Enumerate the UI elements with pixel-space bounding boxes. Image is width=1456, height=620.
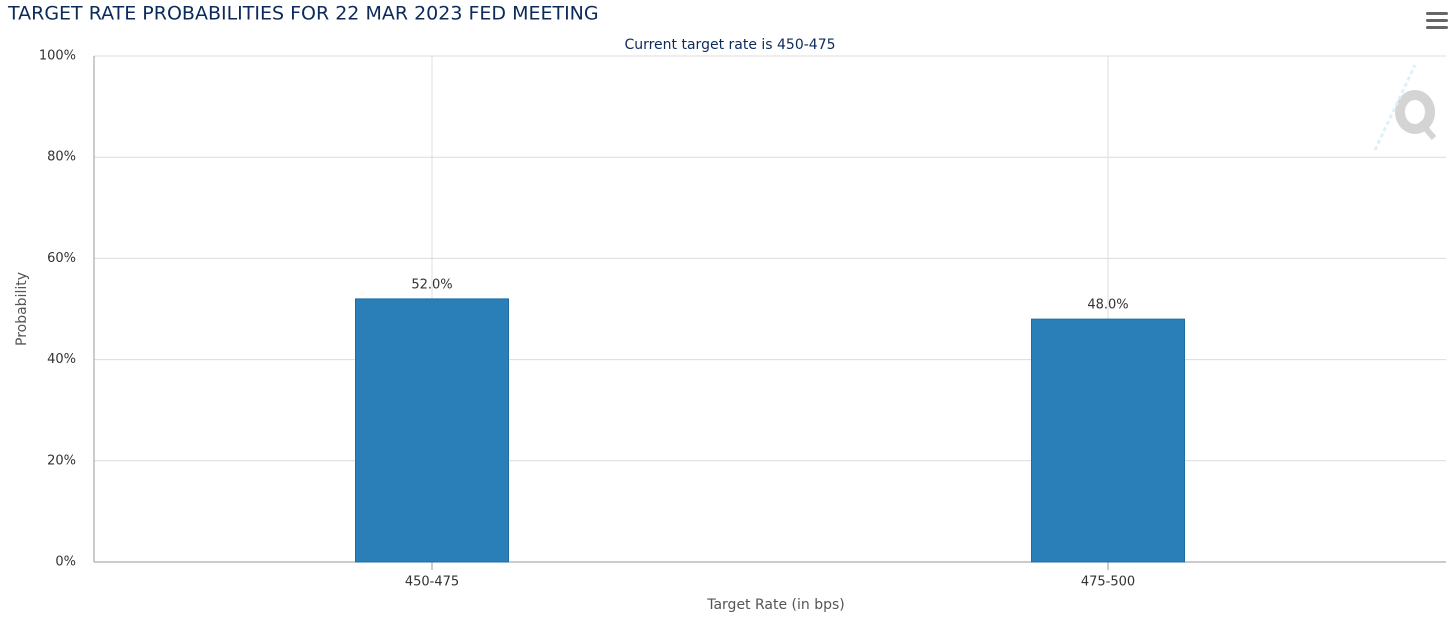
x-tick-label: 475-500 — [1081, 575, 1135, 590]
chart-subtitle: Current target rate is 450-475 — [624, 37, 835, 53]
y-axis-title: Probability — [14, 272, 30, 346]
chart-title: TARGET RATE PROBABILITIES FOR 22 MAR 202… — [7, 3, 599, 25]
data-label: 52.0% — [411, 277, 452, 292]
menu-button[interactable] — [1426, 12, 1448, 29]
data-label: 48.0% — [1087, 298, 1128, 313]
x-tick-label: 450-475 — [405, 575, 459, 590]
y-tick-label: 40% — [47, 352, 76, 367]
y-tick-label: 80% — [47, 150, 76, 165]
y-tick-label: 60% — [47, 251, 76, 266]
y-tick-label: 20% — [47, 453, 76, 468]
bar — [355, 298, 509, 563]
menu-bar — [1426, 26, 1448, 29]
bar — [1031, 318, 1185, 563]
y-tick-label: 0% — [55, 555, 76, 570]
menu-bar — [1426, 19, 1448, 22]
menu-bar — [1426, 12, 1448, 15]
y-tick-label: 100% — [39, 49, 76, 64]
x-axis-title: Target Rate (in bps) — [706, 597, 845, 613]
logo — [1373, 64, 1437, 151]
